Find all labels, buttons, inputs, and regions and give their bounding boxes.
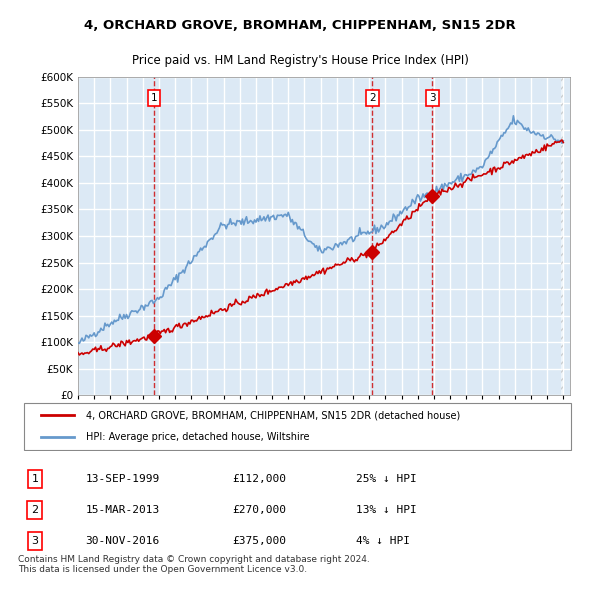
Text: 25% ↓ HPI: 25% ↓ HPI <box>356 474 417 484</box>
Bar <box>560 77 563 395</box>
Text: 1: 1 <box>31 474 38 484</box>
FancyBboxPatch shape <box>23 403 571 450</box>
Text: 3: 3 <box>31 536 38 546</box>
Text: Contains HM Land Registry data © Crown copyright and database right 2024.
This d: Contains HM Land Registry data © Crown c… <box>18 555 370 574</box>
Text: HPI: Average price, detached house, Wiltshire: HPI: Average price, detached house, Wilt… <box>86 432 309 442</box>
Text: £112,000: £112,000 <box>232 474 286 484</box>
Text: 30-NOV-2016: 30-NOV-2016 <box>86 536 160 546</box>
Text: 1: 1 <box>151 93 157 103</box>
Text: 15-MAR-2013: 15-MAR-2013 <box>86 505 160 515</box>
Text: £375,000: £375,000 <box>232 536 286 546</box>
Text: 4, ORCHARD GROVE, BROMHAM, CHIPPENHAM, SN15 2DR (detached house): 4, ORCHARD GROVE, BROMHAM, CHIPPENHAM, S… <box>86 410 460 420</box>
Text: 3: 3 <box>429 93 436 103</box>
Text: 13-SEP-1999: 13-SEP-1999 <box>86 474 160 484</box>
Text: 13% ↓ HPI: 13% ↓ HPI <box>356 505 417 515</box>
Text: 4% ↓ HPI: 4% ↓ HPI <box>356 536 410 546</box>
Text: 2: 2 <box>369 93 376 103</box>
Text: 4, ORCHARD GROVE, BROMHAM, CHIPPENHAM, SN15 2DR: 4, ORCHARD GROVE, BROMHAM, CHIPPENHAM, S… <box>84 19 516 32</box>
Text: 2: 2 <box>31 505 38 515</box>
Text: Price paid vs. HM Land Registry's House Price Index (HPI): Price paid vs. HM Land Registry's House … <box>131 54 469 67</box>
Text: £270,000: £270,000 <box>232 505 286 515</box>
